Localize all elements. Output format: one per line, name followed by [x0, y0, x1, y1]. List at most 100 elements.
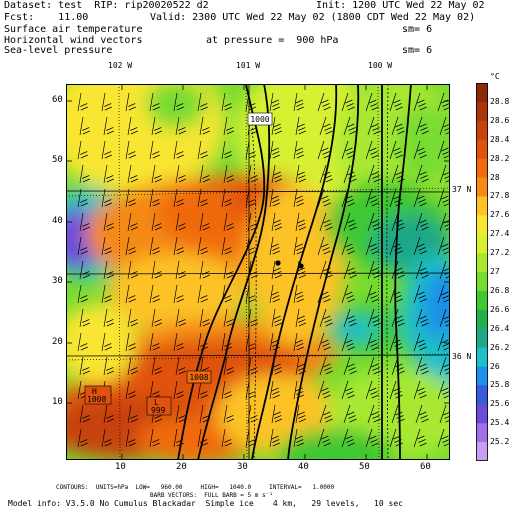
colorbar-cell [476, 215, 488, 235]
wind-barb [365, 92, 379, 112]
wind-barb [391, 308, 405, 328]
wind-barb [295, 212, 306, 232]
colorbar-label: 26.2 [490, 342, 510, 352]
wind-barb [293, 140, 304, 160]
colorbar-cell [476, 234, 488, 254]
wind-barb [247, 164, 258, 184]
field-wind-label: Horizontal wind vectors [4, 35, 143, 46]
wind-barb [341, 188, 355, 208]
wind-barb [389, 92, 403, 112]
wind-barb [149, 284, 160, 304]
x-tick-50: 50 [359, 462, 370, 472]
colorbar-cell [476, 404, 488, 424]
wind-barb [341, 236, 355, 256]
wind-barb [101, 92, 112, 112]
wind-barb [341, 140, 355, 160]
wind-barb [149, 428, 160, 448]
y-tick-60: 60 [52, 95, 63, 105]
colorbar-label: 28.6 [490, 115, 510, 125]
wind-barb [223, 212, 234, 232]
wind-barb [413, 92, 427, 112]
wind-barb [415, 212, 429, 232]
wind-barb [221, 380, 232, 400]
colorbar-label: 27.2 [490, 248, 510, 258]
colorbar-cell [476, 196, 488, 216]
colorbar-label: 28 [490, 172, 500, 182]
wind-barb [125, 188, 136, 208]
station-dot [275, 260, 281, 266]
wind-barb [199, 212, 210, 232]
x-tick-20: 20 [176, 462, 187, 472]
low-letter: L [154, 398, 159, 407]
wind-barb [247, 260, 258, 280]
lat-lon-gridlines [66, 84, 450, 460]
wind-barb [221, 236, 232, 256]
colorbar-cell [476, 385, 488, 405]
wind-barb [125, 236, 136, 256]
x-tick-40: 40 [298, 462, 309, 472]
high-pressure-marker: H 1008 [84, 385, 112, 405]
wind-barb [295, 356, 306, 376]
axis-ticks [66, 84, 450, 460]
colorbar-cell [476, 272, 488, 292]
wind-barb [389, 188, 403, 208]
wind-barb [101, 428, 112, 448]
colorbar-cell [476, 101, 488, 122]
wind-barb [341, 332, 355, 352]
wind-barb [247, 308, 258, 328]
wind-barb [317, 284, 331, 304]
wind-barb [245, 188, 256, 208]
wind-barb [245, 332, 256, 352]
wind-barb [365, 332, 379, 352]
wind-barb [295, 308, 306, 328]
temperature-colorbar [476, 83, 488, 461]
wind-barb [365, 188, 379, 208]
wind-barb [269, 428, 280, 448]
wind-barb [173, 92, 184, 112]
wind-barb [295, 116, 306, 136]
wind-barb [247, 212, 258, 232]
colorbar-cell [476, 139, 488, 160]
wind-barb [317, 380, 331, 400]
wind-barb [415, 404, 429, 424]
wind-barb [365, 140, 379, 160]
wind-barb [247, 404, 258, 424]
colorbar-label: 27.8 [490, 191, 510, 201]
wind-barb [365, 428, 379, 448]
wind-barb [151, 164, 162, 184]
wind-barb [367, 212, 381, 232]
wind-barb [271, 116, 282, 136]
colorbar-cell [476, 309, 488, 330]
wind-barb [223, 116, 234, 136]
wind-barb [79, 116, 90, 136]
wind-barb [245, 92, 256, 112]
colorbar-cell [476, 442, 488, 461]
wind-barb [223, 404, 234, 424]
wind-barb [125, 284, 136, 304]
wind-barb [293, 92, 304, 112]
wind-barb [365, 380, 379, 400]
wind-barb [127, 404, 138, 424]
wind-barb [199, 116, 210, 136]
colorbar-label: 26.8 [490, 285, 510, 295]
wind-barb [269, 92, 280, 112]
wind-barb [173, 188, 184, 208]
colorbar-label: 26 [490, 361, 500, 371]
field-slp-label: Sea-level pressure [4, 45, 113, 56]
high-value: 1008 [87, 395, 106, 404]
colorbar-cell [476, 158, 488, 178]
wind-barb [413, 380, 427, 400]
wind-barb [197, 236, 208, 256]
wind-barb [391, 260, 405, 280]
barb-info: BARB VECTORS: FULL BARB = 5 m s⁻¹ [150, 492, 273, 499]
wind-barb [197, 188, 208, 208]
colorbar-cell [476, 120, 488, 141]
wind-barb [319, 404, 333, 424]
wind-barb [221, 92, 232, 112]
wind-barb [173, 140, 184, 160]
colorbar-cell [476, 177, 488, 197]
colorbar-label: 25.8 [490, 380, 510, 390]
wind-barb [221, 332, 232, 352]
wind-barb [103, 164, 114, 184]
wind-barb [343, 116, 357, 136]
